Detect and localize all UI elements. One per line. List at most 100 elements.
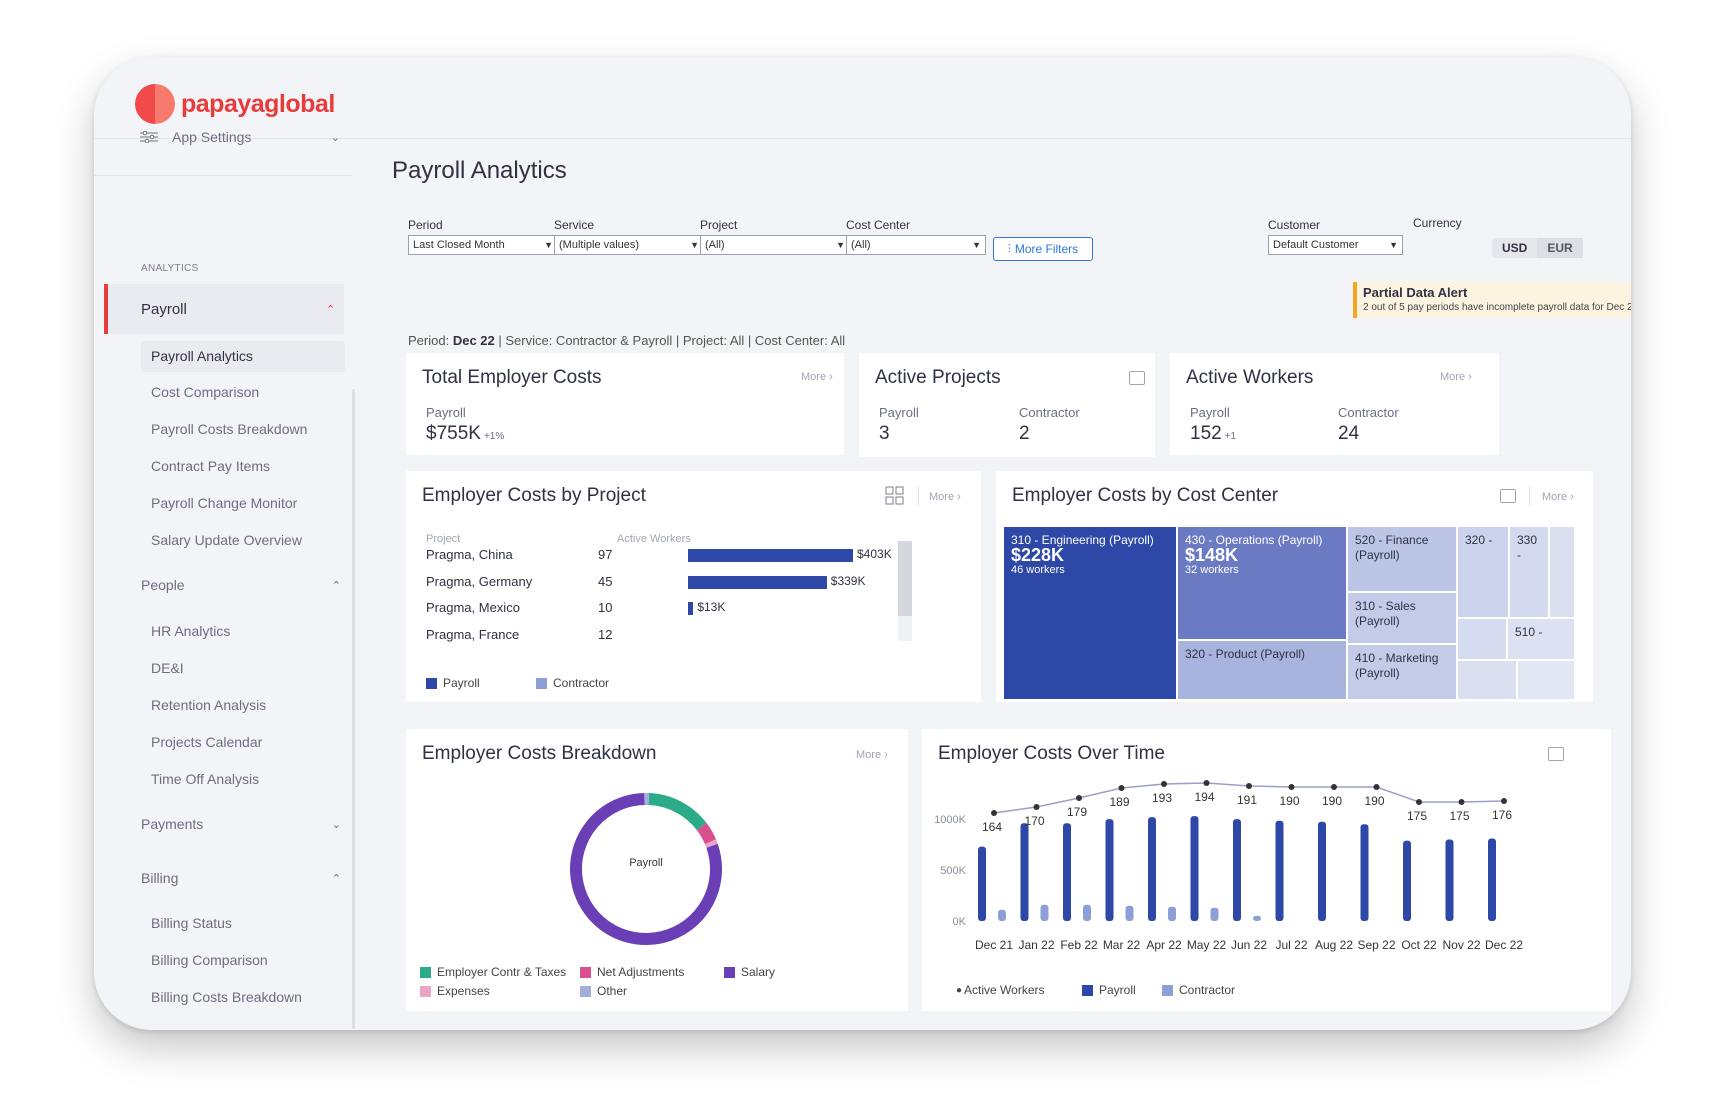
more-link[interactable]: More › xyxy=(1440,371,1472,383)
active-workers-point[interactable] xyxy=(991,810,997,816)
more-filters-button[interactable]: ⫶ More Filters xyxy=(993,237,1093,261)
more-link[interactable]: More › xyxy=(1542,491,1574,503)
sidebar-item-time-off-analysis[interactable]: Time Off Analysis xyxy=(151,771,260,787)
project-select[interactable]: (All) ▼ xyxy=(700,235,850,255)
active-workers-point[interactable] xyxy=(1501,798,1507,804)
treemap-cell-small[interactable] xyxy=(1518,661,1574,699)
treemap-cell-small[interactable] xyxy=(1458,661,1516,699)
table-icon[interactable] xyxy=(1129,371,1145,385)
sidebar-item-hr-analytics[interactable]: HR Analytics xyxy=(151,623,231,639)
treemap-cell-small[interactable] xyxy=(1550,527,1574,617)
active-workers-point[interactable] xyxy=(1416,799,1422,805)
contractor-bar[interactable] xyxy=(1125,905,1134,921)
more-link[interactable]: More › xyxy=(801,371,833,383)
contractor-bar[interactable] xyxy=(1083,904,1091,921)
treemap-cell-330[interactable]: 330 - xyxy=(1510,527,1548,617)
treemap-cell-finance[interactable]: 520 - Finance (Payroll) xyxy=(1348,527,1456,591)
project-row[interactable]: Pragma, Germany 45 $339K xyxy=(426,572,906,592)
contractor-bar[interactable] xyxy=(998,909,1006,921)
active-workers-point[interactable] xyxy=(1161,781,1167,787)
sidebar-group-billing[interactable]: Billing ⌃ xyxy=(141,870,341,886)
donut-slice[interactable] xyxy=(648,793,707,831)
payroll-swatch xyxy=(1082,984,1093,996)
expand-icon[interactable] xyxy=(1548,747,1564,761)
payroll-bar[interactable] xyxy=(1318,821,1326,921)
treemap-cell-510[interactable]: 510 - xyxy=(1508,619,1574,659)
sidebar-app-settings[interactable]: App Settings ⌄ xyxy=(140,129,340,145)
sidebar-item-payroll-costs-breakdown[interactable]: Payroll Costs Breakdown xyxy=(151,421,308,437)
project-row[interactable]: Pragma, France 12 xyxy=(426,625,906,645)
treemap-cell-product[interactable]: 320 - Product (Payroll) xyxy=(1178,641,1346,699)
payroll-bar[interactable] xyxy=(1360,824,1369,921)
payroll-bar[interactable] xyxy=(1403,840,1411,921)
donut-slice[interactable] xyxy=(704,839,718,848)
payroll-bar[interactable] xyxy=(1275,820,1284,921)
active-workers-point[interactable] xyxy=(1118,785,1125,791)
payroll-bar[interactable] xyxy=(1233,819,1241,921)
active-workers-point[interactable] xyxy=(1076,795,1082,801)
more-link[interactable]: More › xyxy=(929,491,961,503)
contractor-bar[interactable] xyxy=(1040,904,1049,921)
sidebar-item-retention-analysis[interactable]: Retention Analysis xyxy=(151,697,267,713)
caret-down-icon: ▼ xyxy=(972,240,981,250)
treemap-cell-engineering[interactable]: 310 - Engineering (Payroll) $228K 46 wor… xyxy=(1004,527,1176,699)
scroll-thumb[interactable] xyxy=(898,541,912,616)
sidebar-scrollbar[interactable] xyxy=(352,389,355,1029)
sidebar-item-contract-pay-items[interactable]: Contract Pay Items xyxy=(151,458,271,474)
contractor-bar[interactable] xyxy=(1253,915,1261,921)
more-link[interactable]: More › xyxy=(856,749,888,761)
donut-slice[interactable] xyxy=(696,822,717,845)
sidebar-group-payroll[interactable]: Payroll ⌃ xyxy=(104,284,344,334)
sidebar-item-billing-comparison[interactable]: Billing Comparison xyxy=(151,952,268,968)
treemap-cell-marketing[interactable]: 410 - Marketing (Payroll) xyxy=(1348,645,1456,699)
treemap-cell-320[interactable]: 320 - xyxy=(1458,527,1508,617)
active-workers-point[interactable] xyxy=(1458,799,1465,805)
sidebar-item-payroll-analytics[interactable]: Payroll Analytics xyxy=(141,341,345,372)
project-row[interactable]: Pragma, Mexico 10 $13K xyxy=(426,598,906,618)
grid-view-icon[interactable] xyxy=(885,486,905,506)
sidebar-group-payments[interactable]: Payments ⌄ xyxy=(141,816,341,832)
active-workers-point[interactable] xyxy=(1288,784,1295,790)
payroll-bar[interactable] xyxy=(978,846,986,921)
cost-center-select[interactable]: (All) ▼ xyxy=(846,235,986,255)
customer-select[interactable]: Default Customer ▼ xyxy=(1268,235,1403,255)
project-cost-bar[interactable] xyxy=(688,602,694,615)
active-workers-point[interactable] xyxy=(1033,804,1040,810)
active-workers-point[interactable] xyxy=(1246,783,1252,789)
treemap-cell-sales[interactable]: 310 - Sales (Payroll) xyxy=(1348,593,1456,643)
cell-label: 520 - Finance (Payroll) xyxy=(1355,533,1429,562)
service-select[interactable]: (Multiple values) ▼ xyxy=(554,235,704,255)
payroll-bar[interactable] xyxy=(1445,839,1454,921)
active-workers-point[interactable] xyxy=(1331,784,1337,790)
expand-icon[interactable] xyxy=(1500,489,1516,503)
sidebar-item-billing-status[interactable]: Billing Status xyxy=(151,915,232,931)
payroll-bar[interactable] xyxy=(1190,816,1199,921)
project-scrollbar[interactable] xyxy=(898,541,912,641)
treemap-cell-operations[interactable]: 430 - Operations (Payroll) $148K 32 work… xyxy=(1178,527,1346,639)
active-workers-point[interactable] xyxy=(1203,780,1210,786)
sidebar-item-salary-update-overview[interactable]: Salary Update Overview xyxy=(151,532,302,548)
sidebar-item-billing-costs-breakdown[interactable]: Billing Costs Breakdown xyxy=(151,989,302,1005)
sidebar-item-projects-calendar[interactable]: Projects Calendar xyxy=(151,734,263,750)
payroll-bar[interactable] xyxy=(1488,838,1496,921)
currency-usd[interactable]: USD xyxy=(1502,241,1528,255)
currency-eur[interactable]: EUR xyxy=(1537,238,1583,258)
sidebar-item-dei[interactable]: DE&I xyxy=(151,660,184,676)
contractor-bar[interactable] xyxy=(1168,906,1176,921)
payroll-bar[interactable] xyxy=(1020,823,1029,921)
sidebar-group-people[interactable]: People ⌃ xyxy=(141,577,341,593)
treemap-cell-small[interactable] xyxy=(1458,619,1506,659)
period-select[interactable]: Last Closed Month ▼ xyxy=(408,235,558,255)
payroll-bar[interactable] xyxy=(1148,817,1156,921)
payroll-bar[interactable] xyxy=(1063,823,1071,921)
active-workers-point[interactable] xyxy=(1373,784,1380,790)
payroll-bar[interactable] xyxy=(1105,819,1114,921)
sidebar-item-cost-comparison[interactable]: Cost Comparison xyxy=(151,384,260,400)
project-cost-bar[interactable] xyxy=(688,575,827,589)
logo[interactable]: papayaglobal xyxy=(135,84,335,124)
project-cost-bar[interactable] xyxy=(688,549,853,562)
sidebar-item-payroll-change-monitor[interactable]: Payroll Change Monitor xyxy=(151,495,298,511)
donut-slice[interactable] xyxy=(570,793,722,945)
project-row[interactable]: Pragma, China 97 $403K xyxy=(426,545,906,565)
contractor-bar[interactable] xyxy=(1210,907,1219,921)
